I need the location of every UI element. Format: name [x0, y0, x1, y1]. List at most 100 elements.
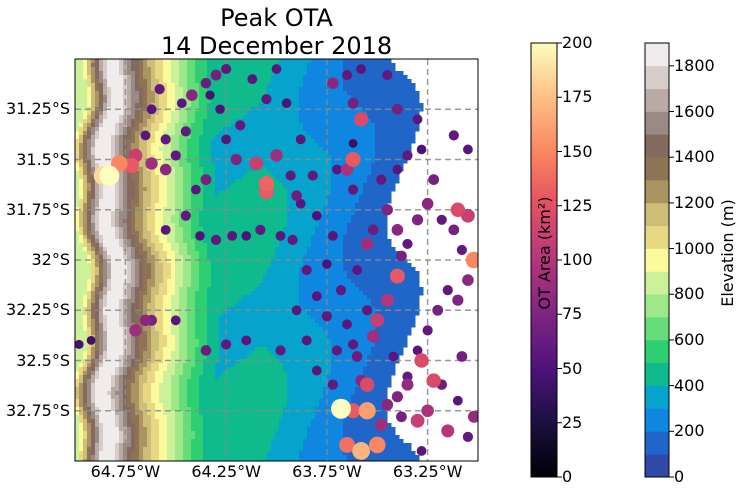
ota-tick-label: 75	[562, 304, 583, 324]
ot-point	[86, 336, 96, 345]
ot-point	[341, 69, 353, 81]
ot-point	[275, 345, 286, 356]
ot-point	[402, 371, 413, 382]
ot-point	[241, 335, 252, 346]
map-subtitle: 14 December 2018	[160, 32, 393, 60]
ot-point	[381, 398, 394, 411]
ot-point	[422, 325, 433, 336]
ot-point	[389, 268, 405, 284]
ot-point	[467, 410, 478, 423]
elevation-level-swatch	[645, 317, 669, 341]
elevation-tick-label: 0	[674, 467, 685, 486]
ot-point	[380, 293, 394, 307]
ot-point	[441, 424, 455, 438]
elevation-colorbar	[644, 42, 674, 478]
ot-point	[376, 174, 387, 185]
ot-point	[412, 114, 423, 125]
ot-point	[375, 418, 388, 432]
lon-tick-label: 64.25°W	[191, 462, 261, 481]
ota-tick-label: 25	[562, 412, 583, 432]
elevation-tick-label: 1600	[674, 101, 715, 121]
ot-point	[352, 265, 362, 275]
ot-point	[392, 103, 403, 115]
ot-point	[249, 156, 264, 171]
ot-point	[281, 98, 292, 109]
ot-point	[186, 89, 198, 101]
ot-point	[347, 184, 359, 195]
ot-point	[285, 170, 296, 181]
elevation-level-swatch	[645, 385, 669, 409]
ot-point	[139, 314, 152, 327]
elevation-level-swatch	[645, 88, 669, 112]
ota-tick-label: 100	[562, 250, 593, 269]
ot-point	[215, 104, 225, 115]
elevation-tick-label: 1200	[674, 192, 715, 212]
elevation-level-swatch	[645, 454, 669, 478]
ot-point	[450, 202, 466, 217]
lat-tick-label: 31.75°S	[6, 199, 70, 219]
ot-point	[160, 134, 171, 145]
lat-tick-label: 32.25°S	[6, 300, 70, 320]
elevation-tick-label: 1800	[674, 55, 715, 75]
elevation-level-swatch	[645, 431, 669, 455]
ot-point	[235, 120, 246, 131]
ot-point	[301, 264, 312, 276]
ot-point	[448, 224, 460, 236]
elevation-level-swatch	[645, 180, 669, 204]
ot-point	[351, 351, 363, 362]
ot-point	[416, 144, 427, 155]
ot-point	[347, 97, 359, 109]
ot-point	[191, 184, 201, 195]
ot-point	[200, 345, 212, 356]
ot-point	[391, 224, 404, 236]
elevation-tick-label: 1400	[674, 147, 715, 167]
lon-tick-label: 64.75°W	[90, 462, 161, 481]
elevation-level-swatch	[645, 248, 669, 272]
ota-tick-label: 50	[562, 358, 583, 378]
ot-point	[342, 319, 352, 330]
ot-point	[335, 285, 347, 296]
ot-point	[391, 391, 403, 403]
ot-point	[221, 63, 232, 75]
ot-point	[195, 231, 205, 241]
ot-point	[421, 404, 434, 418]
ot-point	[356, 64, 367, 74]
ot-point	[414, 353, 429, 368]
ot-point	[416, 446, 427, 456]
ot-point	[322, 259, 332, 269]
elevation-level-swatch	[645, 202, 669, 227]
elevation-level-swatch	[645, 225, 669, 249]
ot-point	[330, 398, 351, 419]
ot-point	[368, 436, 386, 454]
ot-point	[291, 190, 302, 201]
ot-point	[123, 158, 139, 174]
elevation-tick-label: 200	[674, 421, 705, 441]
ot-point	[287, 234, 298, 245]
ot-point	[230, 153, 242, 166]
elevation-level-swatch	[645, 339, 669, 364]
ot-point	[412, 345, 423, 356]
ot-point	[159, 163, 172, 176]
ot-point	[295, 198, 306, 209]
ot-point	[456, 351, 468, 362]
ot-point	[129, 324, 142, 337]
ot-point	[140, 130, 151, 141]
elevation-level-swatch	[645, 271, 669, 295]
ot-point	[442, 285, 453, 296]
ot-point	[347, 339, 359, 350]
ot-point	[392, 164, 403, 175]
ot-point	[270, 149, 283, 162]
ot-point	[311, 291, 322, 302]
elevation-level-swatch	[645, 294, 669, 318]
ot-point	[339, 437, 355, 453]
elevation-level-swatch	[645, 134, 669, 158]
ot-point	[456, 244, 467, 256]
elevation-colorbar-label: Elevation (m)	[718, 199, 737, 307]
ot-point	[396, 250, 407, 262]
ot-point	[180, 210, 191, 221]
ot-point	[382, 69, 393, 81]
elevation-level-swatch	[645, 65, 669, 89]
ot-point	[367, 224, 379, 236]
ot-point	[465, 251, 478, 269]
